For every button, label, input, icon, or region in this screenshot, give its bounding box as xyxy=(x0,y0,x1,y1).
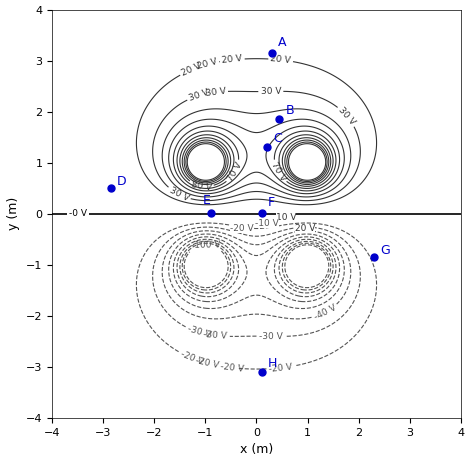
Text: -10 V: -10 V xyxy=(255,219,279,228)
Text: -30 V: -30 V xyxy=(259,332,283,341)
Text: F: F xyxy=(268,196,275,209)
Text: 30 V: 30 V xyxy=(205,86,226,98)
Point xyxy=(258,209,265,217)
Text: -40 V: -40 V xyxy=(312,303,337,322)
Text: 30 V: 30 V xyxy=(188,88,210,103)
Text: -30 V: -30 V xyxy=(203,330,228,341)
Text: H: H xyxy=(268,357,277,370)
Text: -20 V: -20 V xyxy=(194,356,219,370)
Text: 20 V: 20 V xyxy=(222,55,243,66)
Text: 30 V: 30 V xyxy=(261,87,281,96)
Text: -0 V: -0 V xyxy=(69,209,87,219)
Text: 20 V: 20 V xyxy=(270,55,292,66)
Text: -100 V: -100 V xyxy=(191,240,220,249)
Text: -20 V: -20 V xyxy=(230,224,254,233)
Text: 20 V: 20 V xyxy=(196,58,218,72)
Y-axis label: y (m): y (m) xyxy=(8,197,20,231)
Text: E: E xyxy=(203,194,211,207)
Point xyxy=(370,254,378,261)
Point xyxy=(258,369,265,376)
Text: -30 V: -30 V xyxy=(186,324,211,340)
Text: 70 V: 70 V xyxy=(269,161,287,183)
Text: -20 V: -20 V xyxy=(179,349,204,366)
Text: D: D xyxy=(117,175,127,188)
Point xyxy=(268,49,275,57)
Text: G: G xyxy=(380,244,390,257)
X-axis label: x (m): x (m) xyxy=(240,444,273,456)
Text: B: B xyxy=(286,104,294,117)
Point xyxy=(207,209,214,217)
Text: -20 V: -20 V xyxy=(220,362,245,374)
Text: 30 V: 30 V xyxy=(168,186,190,203)
Text: 30 V: 30 V xyxy=(337,105,357,127)
Text: 10 V: 10 V xyxy=(276,213,296,222)
Text: 20 V: 20 V xyxy=(295,224,315,233)
Point xyxy=(276,116,283,123)
Text: -20 V: -20 V xyxy=(268,362,293,373)
Text: A: A xyxy=(278,36,286,49)
Point xyxy=(263,144,271,151)
Point xyxy=(107,185,115,192)
Text: 80 V: 80 V xyxy=(191,180,212,192)
Text: C: C xyxy=(273,132,282,145)
Text: 70 V: 70 V xyxy=(226,161,244,183)
Text: 20 V: 20 V xyxy=(180,61,202,78)
